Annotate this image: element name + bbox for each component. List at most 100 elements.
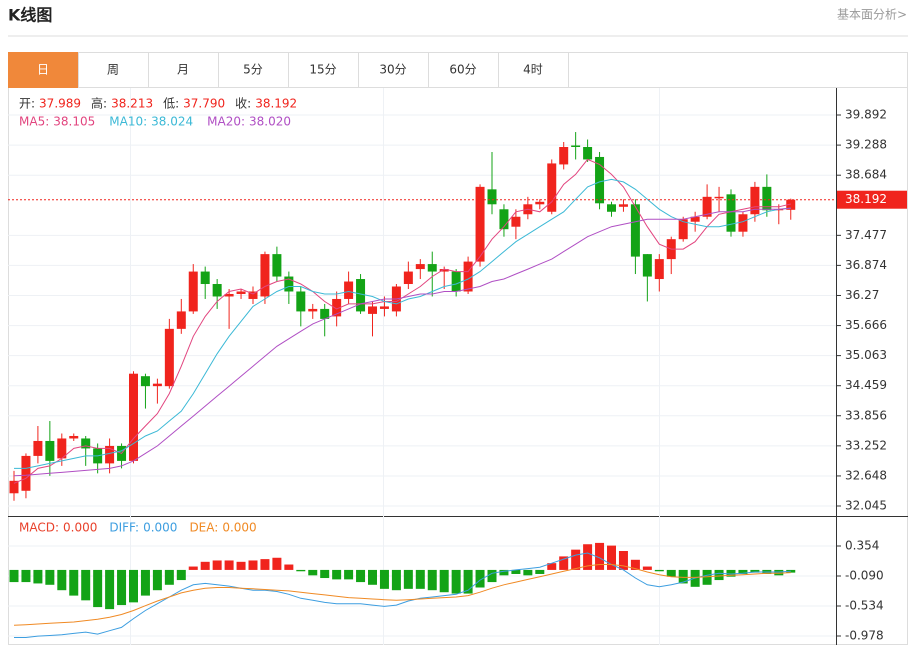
y-tick-label: 36.27 <box>845 288 879 302</box>
tab-label[interactable]: 日 <box>37 63 49 77</box>
macd-bar <box>248 560 258 570</box>
candle-body <box>320 308 330 319</box>
macd-bar <box>117 569 127 606</box>
macd-bar <box>320 569 330 579</box>
candle-body <box>714 196 724 199</box>
candle-body <box>176 311 186 329</box>
macd-bar <box>678 569 688 584</box>
macd-bar <box>666 569 676 577</box>
legend-name: MA20: <box>207 115 245 129</box>
candle-body <box>296 291 306 312</box>
legend-name: 低: <box>163 97 179 111</box>
macd-bar <box>523 569 533 576</box>
macd-bar <box>547 563 557 570</box>
legend-value: 38.024 <box>151 115 193 129</box>
legend-value: 38.105 <box>53 115 95 129</box>
candle-body <box>212 284 222 297</box>
macd-bar <box>272 557 282 570</box>
macd-bar <box>559 556 569 570</box>
tab[interactable] <box>358 52 429 88</box>
candle-body <box>535 201 545 205</box>
macd-bar <box>607 545 616 570</box>
last-price-label: 38.192 <box>845 192 887 206</box>
macd-bar <box>105 569 115 610</box>
candle-body <box>403 271 413 285</box>
macd-bar <box>463 569 473 594</box>
macd-bar <box>391 569 401 591</box>
macd-bar <box>475 569 485 588</box>
candle-body <box>140 376 150 387</box>
legend-value: 38.020 <box>249 115 291 129</box>
tab-label[interactable]: 4时 <box>523 63 543 77</box>
macd-bar <box>535 569 545 574</box>
candle-body <box>642 254 652 277</box>
y-tick-label: -0.090 <box>845 569 884 583</box>
candle-body <box>702 196 712 217</box>
y-tick-label: 36.874 <box>845 258 887 272</box>
series-line <box>14 552 791 638</box>
candle-body <box>559 146 569 165</box>
macd-bar <box>427 569 437 591</box>
tab[interactable] <box>78 52 149 88</box>
macd-bar <box>33 569 43 584</box>
macd-bar <box>260 559 270 570</box>
tab[interactable] <box>218 52 289 88</box>
macd-bar <box>356 569 366 583</box>
legend-value: 37.790 <box>183 97 225 111</box>
y-tick-label: 34.459 <box>845 378 887 392</box>
candle-body <box>45 440 55 461</box>
legend-name: 高: <box>91 96 107 111</box>
macd-bar <box>69 569 79 596</box>
candle-body <box>332 298 342 317</box>
macd-bar <box>188 566 198 570</box>
macd-bar <box>415 569 425 589</box>
tab[interactable] <box>288 52 359 88</box>
tab-label[interactable]: 15分 <box>309 63 336 77</box>
y-tick-label: 33.856 <box>845 408 887 422</box>
tab-label[interactable]: 5分 <box>243 63 263 77</box>
macd-bar <box>654 569 664 572</box>
candle-body <box>200 271 210 285</box>
macd-bar <box>595 542 605 570</box>
tab-label[interactable]: 60分 <box>449 63 476 77</box>
legend-name: 收: <box>235 97 251 111</box>
candle-body <box>33 440 43 456</box>
candle-body <box>21 455 31 491</box>
macd-bar <box>750 569 760 573</box>
tab[interactable] <box>8 52 79 88</box>
time-grid <box>130 88 660 645</box>
macd-bar <box>284 564 294 570</box>
candle-body <box>487 189 497 205</box>
candle-body <box>356 279 366 312</box>
tab-label[interactable]: 月 <box>177 63 189 77</box>
candle-body <box>272 254 282 277</box>
series-line <box>13 564 791 626</box>
candle-body <box>583 146 593 160</box>
candle-body <box>81 438 91 449</box>
legend-value: 38.192 <box>255 97 297 111</box>
macd-bar <box>511 569 521 574</box>
y-tick-label: 0.354 <box>845 539 879 553</box>
series-line <box>13 207 791 477</box>
macd-bar <box>164 569 174 585</box>
fundamental-link[interactable]: 基本面分析> <box>837 8 907 22</box>
macd-bar <box>224 560 234 570</box>
candle-body <box>379 306 389 309</box>
candle-body <box>129 373 138 461</box>
legend-name: MACD: <box>19 521 59 535</box>
macd-bar <box>45 569 55 585</box>
candle-body <box>439 269 449 272</box>
candle-body <box>451 271 461 292</box>
tab[interactable] <box>148 52 219 88</box>
legend-value: 0.000 <box>143 521 177 535</box>
tab[interactable] <box>498 52 569 88</box>
tab-label[interactable]: 30分 <box>379 63 406 77</box>
candle-body <box>762 186 772 211</box>
macd-bar <box>726 569 736 577</box>
y-tick-label: 33.252 <box>845 438 887 452</box>
candle-body <box>344 281 354 299</box>
tab-label[interactable]: 周 <box>107 63 119 77</box>
y-tick-label: 38.684 <box>845 168 887 182</box>
legend-name: MA5: <box>19 115 49 129</box>
